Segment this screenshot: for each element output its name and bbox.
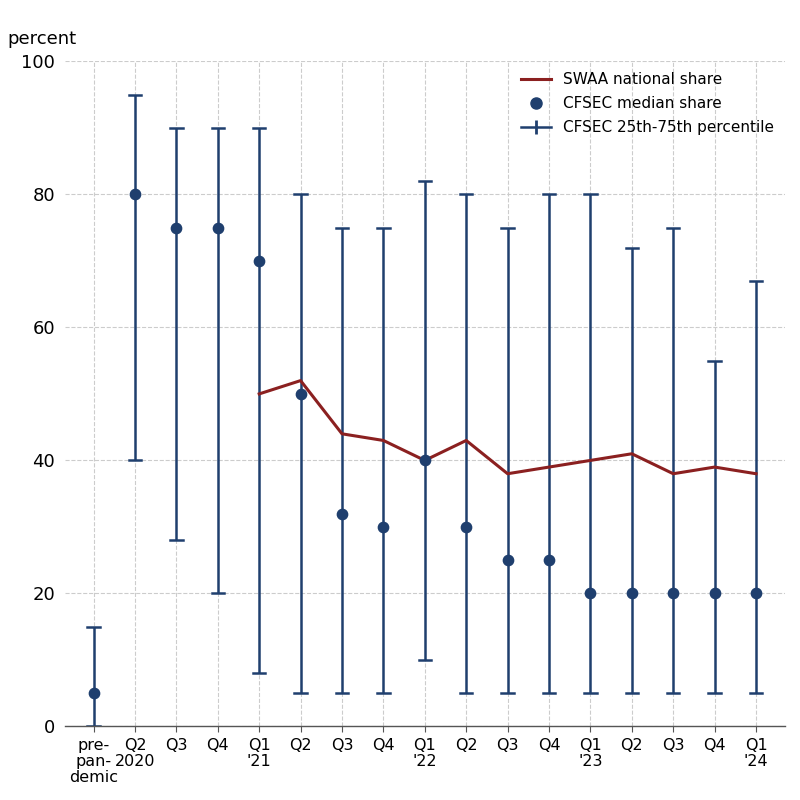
- Point: [377, 521, 390, 534]
- Point: [502, 554, 514, 566]
- Point: [708, 587, 721, 600]
- Point: [542, 554, 555, 566]
- Point: [418, 454, 431, 467]
- Point: [170, 222, 182, 234]
- Point: [87, 687, 100, 700]
- Point: [253, 254, 266, 267]
- Point: [211, 222, 224, 234]
- Text: percent: percent: [7, 30, 76, 48]
- Point: [626, 587, 638, 600]
- Point: [335, 507, 348, 520]
- Point: [294, 387, 307, 400]
- Point: [667, 587, 680, 600]
- Point: [129, 188, 142, 201]
- Point: [750, 587, 762, 600]
- Point: [460, 521, 473, 534]
- Legend: SWAA national share, CFSEC median share, CFSEC 25th-75th percentile: SWAA national share, CFSEC median share,…: [514, 66, 781, 142]
- Point: [584, 587, 597, 600]
